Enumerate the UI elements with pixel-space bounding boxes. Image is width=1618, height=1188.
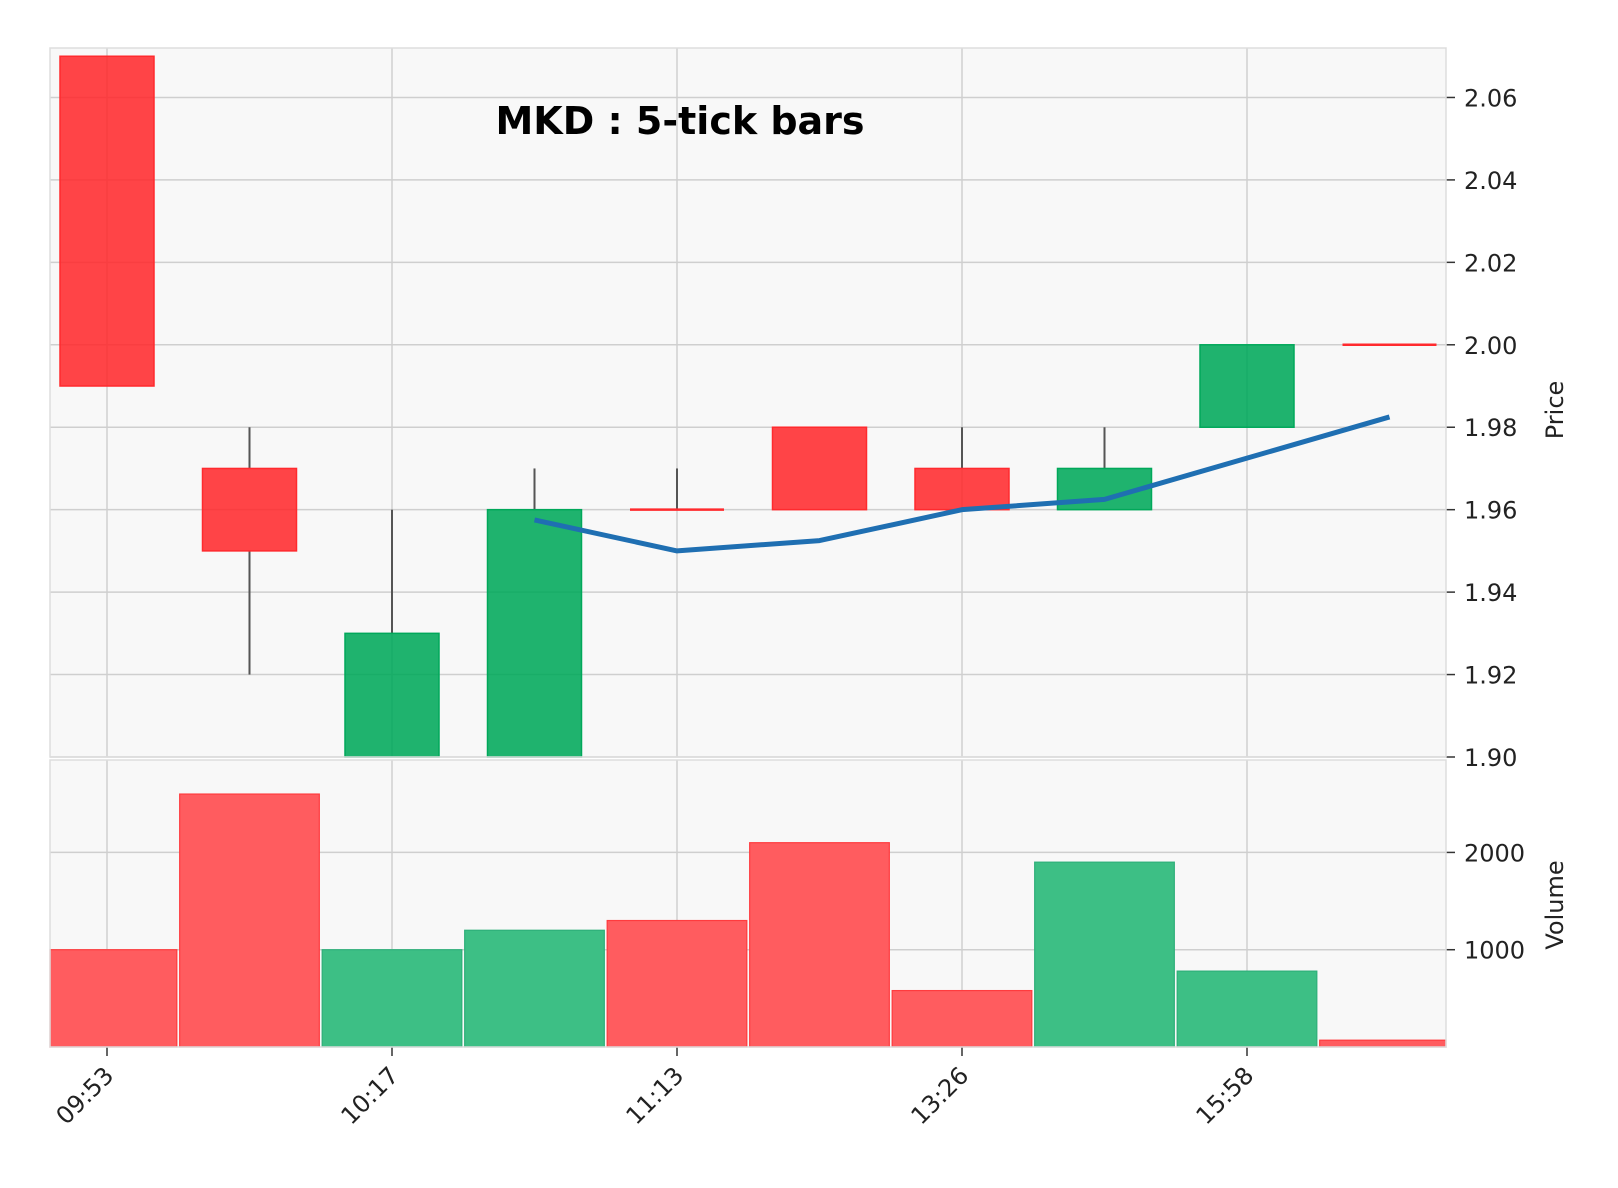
price-tick-label: 1.94 bbox=[1464, 579, 1517, 607]
moving-average-line bbox=[533, 414, 1391, 554]
price-tick-label: 1.92 bbox=[1464, 662, 1517, 690]
candle-body bbox=[914, 467, 1010, 511]
volume-tick-label: 2000 bbox=[1464, 839, 1525, 867]
price-tick-label: 2.02 bbox=[1464, 249, 1517, 277]
candle-body bbox=[59, 55, 155, 387]
volume-axis-label: Volume bbox=[1541, 860, 1569, 949]
price-tick-label: 1.90 bbox=[1464, 744, 1517, 772]
volume-bar bbox=[606, 919, 748, 1048]
volume-bar bbox=[464, 929, 605, 1048]
x-tick-label: 11:13 bbox=[621, 1061, 690, 1130]
volume-panel-border bbox=[49, 759, 1447, 1048]
price-tick-label: 1.98 bbox=[1464, 414, 1517, 442]
candle-body bbox=[771, 426, 868, 511]
volume-bar bbox=[891, 989, 1033, 1048]
volume-bar bbox=[49, 949, 178, 1048]
price-tick-label: 2.00 bbox=[1464, 332, 1517, 360]
volume-bar bbox=[1034, 861, 1175, 1048]
x-tick-label: 10:17 bbox=[336, 1061, 405, 1130]
chart-title: MKD : 5-tick bars bbox=[495, 99, 864, 143]
x-tick-label: 15:58 bbox=[1191, 1061, 1260, 1130]
price-tick-label: 2.06 bbox=[1464, 84, 1517, 112]
x-tick-label: 13:26 bbox=[906, 1061, 975, 1130]
candle-body bbox=[201, 467, 298, 552]
volume-bar bbox=[1319, 1039, 1447, 1048]
candle-body bbox=[344, 632, 440, 758]
price-tick-label: 1.96 bbox=[1464, 497, 1517, 525]
volume-bar bbox=[321, 949, 463, 1048]
volume-bar bbox=[1176, 970, 1318, 1048]
price-axis-label: Price bbox=[1541, 381, 1569, 440]
volume-bar bbox=[179, 793, 320, 1048]
price-panel-border bbox=[49, 47, 1447, 758]
x-tick-label: 09:53 bbox=[51, 1061, 120, 1130]
candle-body bbox=[1199, 344, 1295, 428]
volume-tick-label: 1000 bbox=[1464, 937, 1525, 965]
candle-body bbox=[486, 508, 583, 758]
volume-bar bbox=[749, 842, 890, 1048]
price-tick-label: 2.04 bbox=[1464, 167, 1517, 195]
